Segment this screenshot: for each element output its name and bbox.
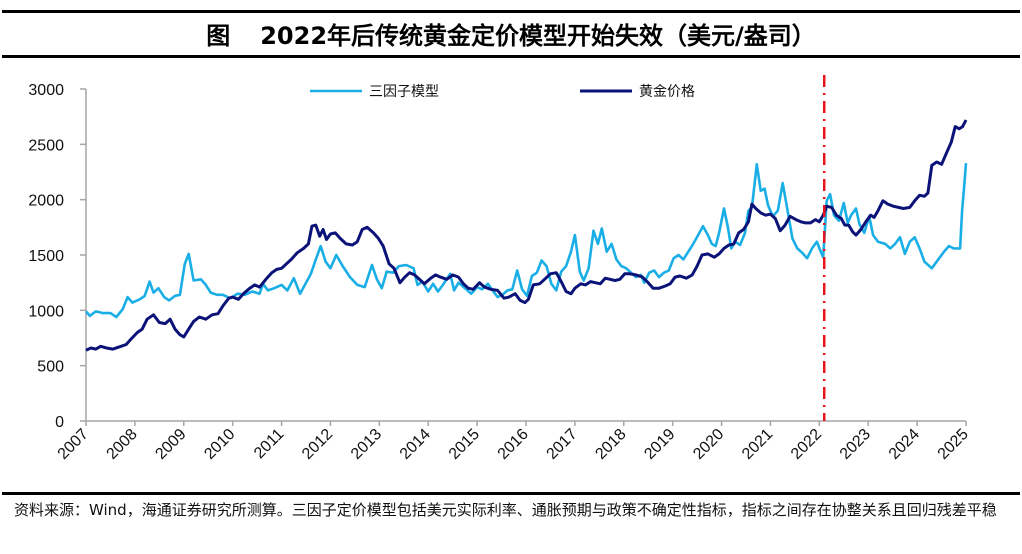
series-line-three-factor-model (85, 162, 968, 319)
y-tick-label: 3000 (28, 82, 64, 99)
x-tick-label: 2012 (299, 426, 336, 463)
series-line-gold-price (85, 119, 968, 352)
x-tick-label: 2017 (544, 426, 581, 463)
y-axis-ticks: 0 500 1000 1500 2000 2500 3000 (28, 82, 86, 431)
x-tick-label: 2019 (641, 426, 678, 463)
x-tick-label: 2007 (55, 426, 92, 463)
series-lines (85, 119, 968, 352)
x-tick-label: 2025 (935, 426, 972, 463)
x-tick-label: 2014 (397, 426, 434, 463)
x-tick-label: 2021 (739, 426, 776, 463)
x-tick-label: 2024 (886, 426, 923, 463)
x-tick-label: 2016 (495, 426, 532, 463)
y-tick-label: 0 (55, 414, 64, 431)
x-tick-label: 2011 (251, 426, 287, 462)
y-tick-label: 1000 (28, 303, 64, 320)
legend-label-three-factor-model: 三因子模型 (369, 84, 439, 100)
title-top-rule (2, 10, 1020, 13)
legend-label-gold-price: 黄金价格 (639, 83, 695, 100)
source-note: 资料来源：Wind，海通证券研究所测算。三因子定价模型包括美元实际利率、通胀预期… (14, 501, 997, 519)
axes (85, 89, 966, 422)
x-tick-label: 2020 (690, 426, 727, 463)
x-tick-label: 2008 (104, 426, 141, 463)
y-tick-label: 1500 (28, 248, 64, 265)
x-tick-label: 2022 (788, 426, 825, 463)
legend: 三因子模型 黄金价格 (310, 83, 695, 100)
line-chart: 2007 2008 2009 2010 2011 2012 2013 2014 2015 2016… (28, 75, 972, 463)
note-top-rule (2, 492, 1020, 495)
y-tick-label: 2500 (28, 137, 64, 154)
chart-title: 图 2022年后传统黄金定价模型开始失效（美元/盎司） (0, 12, 1022, 54)
x-tick-label: 2009 (152, 426, 189, 463)
x-tick-label: 2018 (592, 426, 629, 463)
x-tick-label: 2015 (446, 426, 483, 463)
y-tick-label: 2000 (28, 193, 64, 210)
y-tick-label: 500 (37, 359, 64, 376)
figure-label: 图 (206, 21, 231, 50)
figure-title: 2022年后传统黄金定价模型开始失效（美元/盎司） (260, 21, 816, 50)
x-tick-label: 2013 (348, 426, 385, 463)
x-tick-label: 2023 (837, 426, 874, 463)
title-bottom-rule (2, 55, 1020, 58)
x-axis-ticks: 2007 2008 2009 2010 2011 2012 2013 2014 2015 2016… (55, 421, 972, 463)
x-tick-label: 2010 (201, 426, 238, 463)
